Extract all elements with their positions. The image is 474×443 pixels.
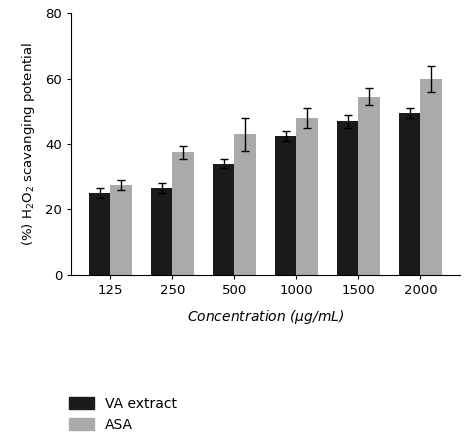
Bar [296, 118, 318, 275]
Bar [110, 185, 132, 275]
Bar [337, 121, 358, 275]
Bar [420, 79, 442, 275]
Bar [213, 163, 235, 275]
Bar [89, 193, 110, 275]
Legend: VA extract, ASA: VA extract, ASA [69, 396, 177, 431]
Bar [173, 152, 194, 275]
Bar [151, 188, 173, 275]
Bar [399, 113, 420, 275]
Bar [358, 97, 380, 275]
X-axis label: Concentration ($\mu$g/mL): Concentration ($\mu$g/mL) [187, 308, 344, 326]
Bar [275, 136, 296, 275]
Y-axis label: (%) H$_2$O$_2$ scavanging potential: (%) H$_2$O$_2$ scavanging potential [20, 42, 37, 246]
Bar [235, 134, 256, 275]
